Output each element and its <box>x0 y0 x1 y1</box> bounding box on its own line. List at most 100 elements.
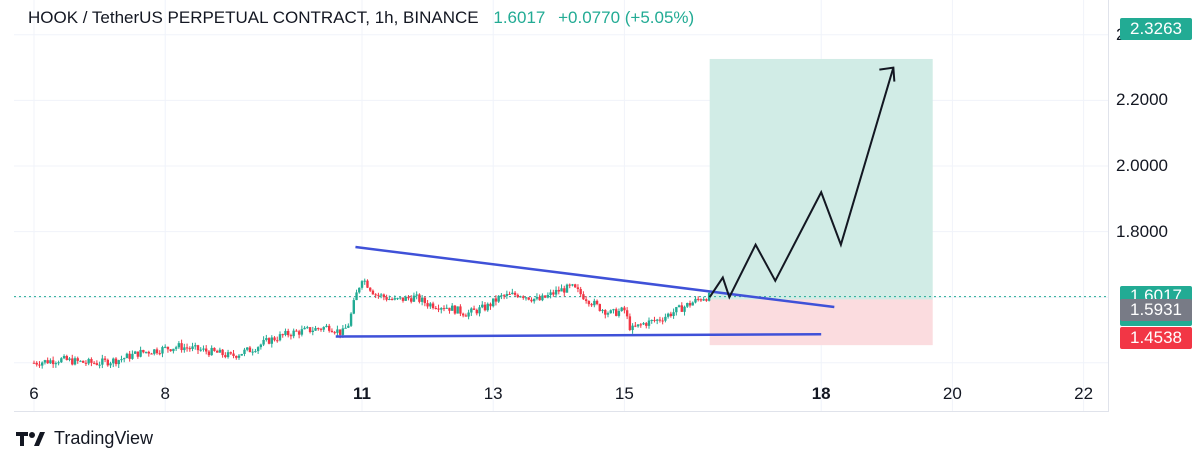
candle-body <box>385 297 388 300</box>
brand-name: TradingView <box>54 428 154 448</box>
candle-body <box>453 305 457 314</box>
candle-body <box>429 303 432 307</box>
candle-body <box>571 284 574 286</box>
candle-body <box>155 349 159 354</box>
candle-body <box>464 315 468 317</box>
candle-body <box>434 308 437 310</box>
candle-body <box>317 328 320 330</box>
candle-body <box>557 289 560 292</box>
candle-body <box>593 300 596 306</box>
candle-body <box>287 330 290 336</box>
candle-body <box>123 358 126 360</box>
axis-separator-bottom <box>14 411 1108 412</box>
candle-body <box>410 298 413 302</box>
candle-body <box>322 327 325 330</box>
candle-body <box>237 355 241 358</box>
candle-body <box>87 359 90 364</box>
candle-body <box>502 295 506 297</box>
candle-body <box>333 332 336 334</box>
candle-body <box>259 344 263 348</box>
axis-separator-right <box>1108 0 1109 412</box>
candle-body <box>656 319 659 321</box>
candle-body <box>371 290 375 295</box>
candle-body <box>49 360 52 364</box>
candle-body <box>582 294 585 300</box>
candle-body <box>560 288 563 292</box>
candle-body <box>142 349 145 353</box>
candle-body <box>617 311 621 316</box>
candle-body <box>169 349 172 352</box>
candle-body <box>642 323 645 325</box>
candle-body <box>478 307 481 314</box>
target-zone <box>709 58 933 300</box>
candle-body <box>475 309 478 314</box>
candle-body <box>338 329 342 335</box>
candle-body <box>494 298 498 302</box>
candle-body <box>144 351 148 353</box>
candle-body <box>120 359 123 361</box>
candle-body <box>680 305 683 312</box>
candle-body <box>194 345 197 347</box>
candle-body <box>38 364 41 366</box>
candle-body <box>483 304 487 311</box>
candle-body <box>653 319 656 321</box>
candle-body <box>672 312 675 317</box>
candle-body <box>284 330 287 335</box>
candle-body <box>180 343 183 351</box>
candle-body <box>699 299 703 301</box>
candle-body <box>207 351 211 356</box>
candle-body <box>131 353 134 359</box>
candle-body <box>459 306 462 314</box>
candle-body <box>161 347 164 354</box>
candle-body <box>489 303 492 307</box>
tradingview-footer[interactable]: TradingView <box>16 428 153 449</box>
candle-body <box>232 353 235 357</box>
candle-body <box>185 347 189 349</box>
candle-body <box>117 360 120 365</box>
candle-body <box>393 298 396 300</box>
price-label-stop: 1.4538 <box>1120 327 1192 349</box>
candle-body <box>584 299 588 302</box>
candle-body <box>697 298 700 300</box>
candle-body <box>153 349 156 354</box>
candle-body <box>576 287 580 290</box>
projected-arrow-head <box>879 66 896 82</box>
candle-body <box>213 347 216 351</box>
candle-body <box>133 351 137 354</box>
symbol-title[interactable]: HOOK / TetherUS PERPETUAL CONTRACT, 1h, … <box>28 8 479 27</box>
price-label-entry: 1.5931 <box>1120 299 1192 321</box>
y-tick-label: 2.0000 <box>1116 156 1168 175</box>
candle-body <box>183 347 186 351</box>
candle-body <box>604 310 607 315</box>
candle-body <box>205 348 208 352</box>
candle-body <box>472 308 476 310</box>
candle-body <box>328 325 331 331</box>
tradingview-logo-icon <box>16 431 45 446</box>
candle-body <box>505 293 509 296</box>
candle-body <box>634 325 637 327</box>
descending-trendline <box>355 245 835 309</box>
candle-body <box>188 348 191 350</box>
x-tick-label: 13 <box>483 384 503 403</box>
candle-body <box>399 297 402 299</box>
candle-body <box>492 298 495 307</box>
candle-body <box>546 294 550 298</box>
candle-body <box>60 358 63 363</box>
candle-body <box>513 292 517 295</box>
candle-body <box>172 348 175 352</box>
candle-body <box>461 313 465 316</box>
candle-body <box>344 327 347 329</box>
candle-body <box>639 324 642 326</box>
candle-body <box>369 287 372 291</box>
candle-body <box>527 297 530 300</box>
candle-body <box>579 289 582 295</box>
candle-body <box>666 313 670 317</box>
candle-body <box>90 359 93 363</box>
candle-body <box>612 309 615 311</box>
candle-body <box>705 299 708 301</box>
candle-body <box>218 349 222 353</box>
candle-body <box>543 295 547 298</box>
candle-body <box>451 305 454 311</box>
candle-body <box>128 353 131 359</box>
